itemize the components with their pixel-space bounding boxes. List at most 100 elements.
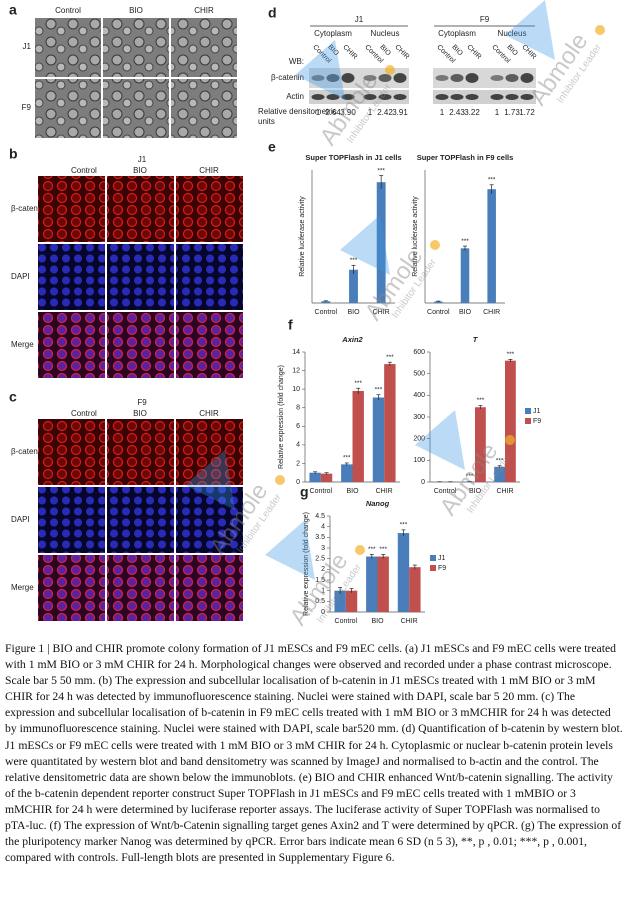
densitometry-value: 1 xyxy=(495,108,500,117)
band xyxy=(341,94,355,100)
column-label: CHIR xyxy=(199,409,219,418)
bar xyxy=(341,464,353,482)
micrograph xyxy=(176,419,243,485)
densitometry-value: 1 xyxy=(316,108,321,117)
y-tick-label: 1 xyxy=(321,588,325,595)
error-bar xyxy=(463,245,467,251)
error-bar xyxy=(369,554,374,559)
band xyxy=(393,73,407,83)
cell-line-label: F9 xyxy=(480,15,490,24)
lane-label: CHIR xyxy=(465,44,482,61)
bar xyxy=(377,556,389,612)
significance-label: *** xyxy=(343,455,351,462)
y-tick-label: 2 xyxy=(296,460,300,467)
cell-line-label: J1 xyxy=(355,15,364,24)
micrograph xyxy=(38,555,105,621)
watermark-shape xyxy=(340,215,390,275)
bar xyxy=(345,590,358,612)
blot xyxy=(433,90,536,104)
bar xyxy=(366,556,378,612)
error-bar xyxy=(489,184,494,194)
legend-swatch xyxy=(430,555,436,561)
figure-caption: Figure 1 | BIO and CHIR promote colony f… xyxy=(5,642,623,865)
significance-label: *** xyxy=(488,176,496,183)
error-bar xyxy=(344,462,349,466)
y-tick-label: 0 xyxy=(321,609,325,616)
densitometry-value: 3.22 xyxy=(464,108,480,117)
densitometry-value: 2.64 xyxy=(325,108,341,117)
error-bar xyxy=(349,588,354,593)
significance-label: *** xyxy=(466,473,474,480)
micrograph xyxy=(176,176,243,242)
bar xyxy=(352,391,364,482)
x-tick-label: Control xyxy=(315,309,338,316)
row-label: Merge xyxy=(11,340,34,349)
band xyxy=(465,73,479,83)
significance-label: *** xyxy=(477,397,485,404)
blot xyxy=(309,68,409,88)
chart-title: Super TOPFlash in F9 cells xyxy=(417,153,514,162)
x-tick-label: CHIR xyxy=(496,488,513,495)
bar xyxy=(384,364,396,482)
y-axis-label: Relative expression (fold change) xyxy=(303,512,310,616)
panel-letter: a xyxy=(9,2,17,18)
y-tick-label: 600 xyxy=(413,349,425,356)
significance-label: *** xyxy=(354,380,362,387)
significance-label: *** xyxy=(379,546,387,553)
micrograph xyxy=(107,176,174,242)
watermark-dot xyxy=(505,435,515,445)
error-bar xyxy=(379,175,384,189)
micrograph xyxy=(171,79,237,138)
y-tick-label: 0.5 xyxy=(315,598,325,605)
y-tick-label: 0 xyxy=(421,479,425,486)
watermark-shape xyxy=(295,40,345,100)
error-bar xyxy=(497,465,502,468)
bar xyxy=(321,301,331,303)
row-label: F9 xyxy=(22,103,32,112)
densitometry-value: 3.91 xyxy=(392,108,408,117)
x-tick-label: BIO xyxy=(459,309,472,316)
x-tick-label: BIO xyxy=(469,488,482,495)
micrograph xyxy=(176,244,243,310)
watermark-dot xyxy=(355,545,365,555)
bar xyxy=(434,301,443,303)
band xyxy=(378,94,392,100)
y-tick-label: 2.5 xyxy=(315,556,325,563)
y-tick-label: 2 xyxy=(321,566,325,573)
panel-letter: e xyxy=(268,139,276,155)
band xyxy=(326,74,340,82)
x-tick-label: CHIR xyxy=(373,309,390,316)
band xyxy=(465,94,479,100)
cell-line-label: J1 xyxy=(138,155,147,164)
densitometry-value: 2.42 xyxy=(377,108,393,117)
column-label: BIO xyxy=(129,6,143,15)
bar xyxy=(376,182,386,303)
column-label: BIO xyxy=(133,166,147,175)
y-tick-label: 4 xyxy=(296,442,300,449)
error-bar xyxy=(324,472,329,475)
error-bar xyxy=(401,529,406,537)
band xyxy=(326,94,340,100)
y-tick-label: 6 xyxy=(296,423,300,430)
densitometry-value: 1.72 xyxy=(519,108,535,117)
micrograph xyxy=(107,555,174,621)
x-tick-label: BIO xyxy=(371,618,384,625)
bar xyxy=(505,360,516,482)
column-label: CHIR xyxy=(194,6,214,15)
fraction-label: Nucleus xyxy=(498,29,527,38)
densitometry-label: Relative densitometric xyxy=(258,107,337,116)
y-tick-label: 12 xyxy=(292,367,300,374)
significance-label: *** xyxy=(368,546,376,553)
x-tick-label: BIO xyxy=(346,488,359,495)
blot-label: β-catenin xyxy=(271,73,304,82)
error-bar xyxy=(387,361,392,366)
y-tick-label: 300 xyxy=(413,414,425,421)
column-label: Control xyxy=(71,409,97,418)
legend-swatch xyxy=(525,408,531,414)
row-label: β-catenin xyxy=(11,204,44,213)
x-tick-label: Control xyxy=(310,488,333,495)
band xyxy=(311,75,325,81)
y-tick-label: 200 xyxy=(413,436,425,443)
band xyxy=(435,94,449,100)
